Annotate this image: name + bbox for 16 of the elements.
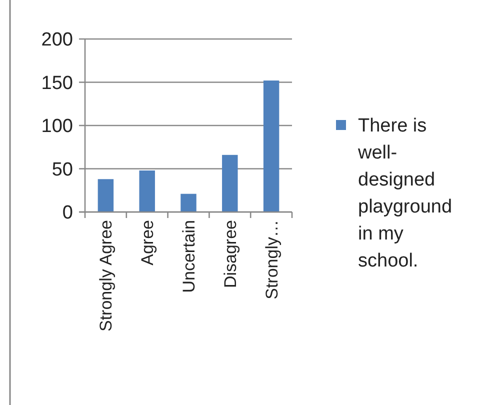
y-tick-label: 50 bbox=[52, 159, 73, 180]
y-tick-label: 150 bbox=[41, 72, 73, 94]
x-tick-label: Agree bbox=[138, 220, 158, 266]
bar bbox=[98, 179, 114, 212]
bar bbox=[180, 194, 196, 212]
bar bbox=[139, 170, 155, 212]
bar bbox=[263, 80, 280, 212]
x-tick-label: Strongly Agree bbox=[96, 220, 116, 332]
y-tick-label: 100 bbox=[41, 116, 73, 138]
x-tick-label: Strongly… bbox=[262, 220, 282, 300]
x-tick-label: Uncertain bbox=[179, 220, 198, 293]
bar bbox=[222, 154, 238, 212]
x-tick-label: Disagree bbox=[220, 220, 240, 288]
legend-label: There is well-designed playground in my school. bbox=[357, 116, 452, 272]
y-tick-label: 0 bbox=[62, 202, 73, 224]
y-tick-label: 200 bbox=[41, 30, 73, 51]
